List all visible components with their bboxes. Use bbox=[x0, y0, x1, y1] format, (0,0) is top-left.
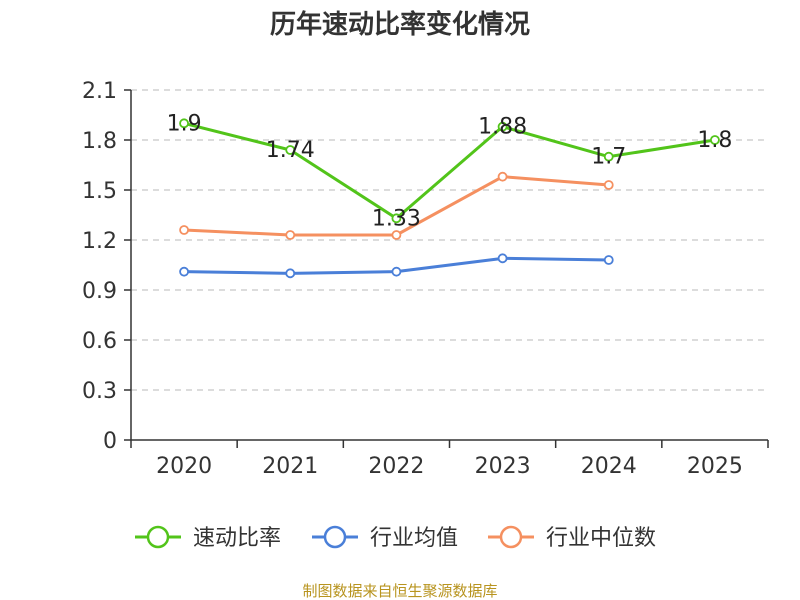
legend-item[interactable]: 速动比率 bbox=[135, 525, 281, 551]
legend-label: 速动比率 bbox=[193, 526, 281, 551]
y-tick-label: 0.3 bbox=[82, 379, 117, 404]
grid-lines bbox=[131, 89, 768, 391]
legend-marker-icon bbox=[146, 525, 170, 549]
source-note: 制图数据来自恒生聚源数据库 bbox=[302, 582, 497, 600]
data-point[interactable] bbox=[497, 253, 508, 264]
legend-item[interactable]: 行业中位数 bbox=[488, 525, 656, 551]
x-tick-label: 2021 bbox=[262, 454, 318, 479]
y-tick-label: 1.2 bbox=[82, 229, 117, 254]
data-label: 1.88 bbox=[478, 115, 527, 140]
y-tick-label: 0.9 bbox=[82, 279, 117, 304]
series bbox=[179, 118, 720, 279]
data-label: 1.8 bbox=[697, 128, 732, 153]
data-label: 1.7 bbox=[591, 145, 626, 170]
legend-label: 行业中位数 bbox=[546, 526, 656, 551]
y-tick-label: 1.5 bbox=[82, 179, 117, 204]
y-tick-label: 1.8 bbox=[82, 129, 117, 154]
data-point[interactable] bbox=[285, 145, 296, 155]
y-tick-label: 0 bbox=[103, 429, 117, 454]
y-tick-label: 2.1 bbox=[82, 79, 117, 104]
data-label: 1.9 bbox=[167, 111, 202, 136]
data-point[interactable] bbox=[603, 180, 614, 190]
data-point[interactable] bbox=[603, 255, 614, 265]
data-point[interactable] bbox=[391, 213, 402, 224]
data-point[interactable] bbox=[179, 118, 189, 129]
data-point[interactable] bbox=[285, 230, 296, 240]
legend[interactable]: 速动比率 行业均值 行业中位数 bbox=[135, 525, 656, 551]
x-tick-label: 2020 bbox=[156, 454, 212, 479]
legend-marker-icon bbox=[499, 525, 523, 549]
chart-title: 历年速动比率变化情况 bbox=[270, 9, 530, 40]
data-label: 1.33 bbox=[372, 206, 421, 231]
data-point[interactable] bbox=[179, 266, 189, 277]
x-tick-label: 2024 bbox=[581, 454, 637, 479]
x-tick-label: 2022 bbox=[368, 454, 424, 479]
y-tick-label: 0.6 bbox=[82, 329, 117, 354]
data-point[interactable] bbox=[497, 171, 508, 182]
data-point[interactable] bbox=[391, 266, 402, 277]
data-point[interactable] bbox=[391, 230, 402, 240]
x-tick-label: 2023 bbox=[475, 454, 531, 479]
data-point[interactable] bbox=[603, 151, 614, 162]
series-line bbox=[183, 121, 716, 220]
data-point[interactable] bbox=[285, 268, 296, 279]
data-labels: 1.9 1.74 1.33 1.88 1.7 1.8 bbox=[167, 111, 733, 231]
legend-marker-icon bbox=[323, 525, 347, 549]
data-point[interactable] bbox=[497, 121, 508, 132]
legend-label: 行业均值 bbox=[370, 526, 458, 551]
data-label: 1.74 bbox=[266, 138, 315, 163]
data-point[interactable] bbox=[179, 225, 189, 235]
data-point[interactable] bbox=[710, 135, 720, 145]
axes: 0 0.3 0.6 0.9 1.2 1.5 1.8 2.1 2020 2021 2022 2023 20… bbox=[82, 79, 769, 479]
x-tick-label: 2025 bbox=[687, 454, 743, 479]
legend-item[interactable]: 行业均值 bbox=[312, 525, 458, 551]
